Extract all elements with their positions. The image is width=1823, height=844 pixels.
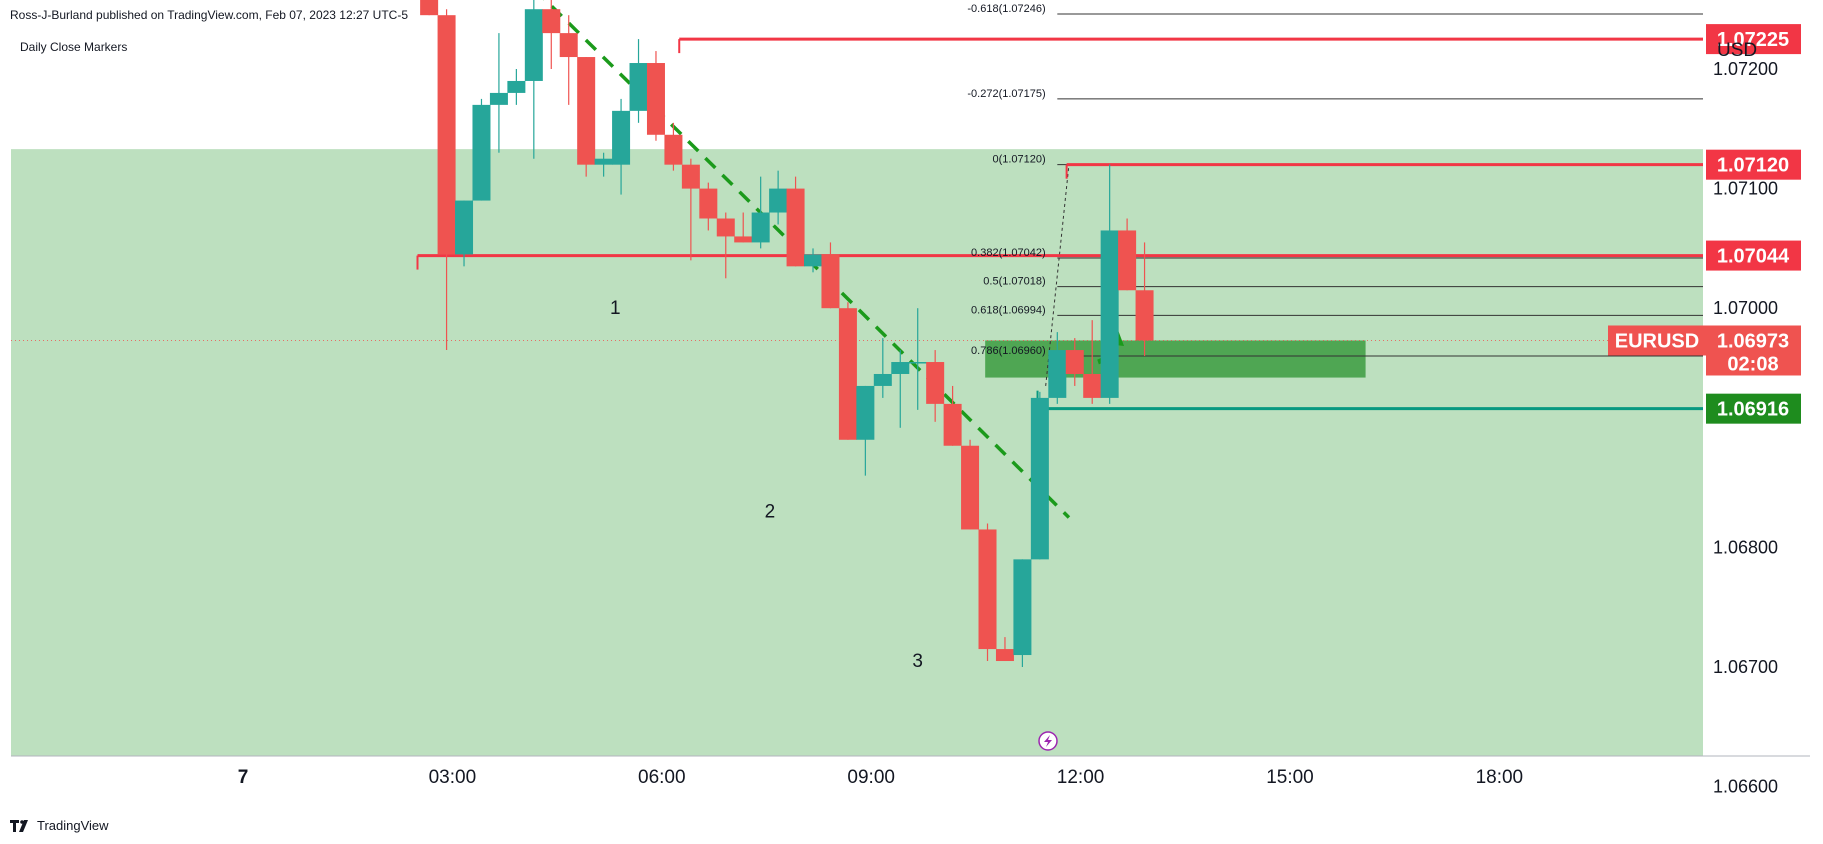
candle (804, 254, 823, 267)
candle (995, 649, 1014, 662)
candle (472, 104, 491, 201)
candle (926, 362, 945, 404)
candle (908, 362, 927, 364)
candle (873, 373, 892, 386)
price-tick-1: 1.06700 (1713, 657, 1778, 677)
current-price-tag-bg (1706, 325, 1801, 376)
fib-label-6: 0.786(1.06960) (971, 345, 1046, 357)
candle (821, 254, 840, 309)
candle (594, 158, 613, 165)
publisher-caption: Ross-J-Burland published on TradingView.… (10, 8, 408, 22)
indicator-label: Daily Close Markers (20, 40, 127, 54)
wave-label-0: 1 (610, 298, 621, 319)
fib-diagonal (1045, 164, 1070, 386)
candle (612, 110, 631, 165)
price-tick-2: 1.06800 (1713, 537, 1778, 557)
candle (978, 529, 997, 650)
fib-label-1: -0.272(1.07175) (967, 88, 1045, 100)
support-tag-bg (1706, 393, 1801, 424)
candle (1135, 290, 1154, 341)
time-tick-4: 12:00 (1057, 767, 1105, 788)
candle (646, 63, 665, 135)
resistance-tag-2-bg (1706, 149, 1801, 180)
price-tick-3: 1.07000 (1713, 298, 1778, 318)
price-chart[interactable]: -0.618(1.07246) -0.272(1.07175) 0(1.07120)… (0, 0, 1823, 812)
fib-label-5: 0.618(1.06994) (971, 304, 1046, 316)
fib-label-0: -0.618(1.07246) (967, 3, 1045, 15)
candle (524, 9, 543, 81)
price-tick-5: 1.07200 (1713, 59, 1778, 79)
candle (420, 0, 439, 16)
candle (1065, 350, 1084, 374)
candle (577, 57, 596, 165)
candle (559, 33, 578, 58)
resistance-tag-1-bg (1706, 24, 1801, 55)
candle (489, 92, 508, 105)
time-tick-2: 06:00 (638, 767, 686, 788)
tradingview-logo-icon (10, 819, 28, 832)
candle (838, 308, 857, 440)
time-tick-5: 15:00 (1266, 767, 1314, 788)
price-axis (1703, 30, 1810, 756)
candle (891, 362, 910, 374)
candle (455, 200, 474, 255)
shaded-zone (11, 149, 1703, 756)
candle (1083, 373, 1102, 398)
footer: TradingView (10, 818, 109, 833)
lightning-bolt (1044, 735, 1053, 747)
time-tick-1: 03:00 (429, 767, 477, 788)
time-tick-0: 7 (238, 767, 249, 788)
candle (769, 188, 788, 213)
candle (699, 188, 718, 219)
candle (1100, 230, 1119, 398)
current-price-tag-sub: 02:08 (1727, 353, 1778, 375)
candle (734, 236, 753, 243)
support-tag: 1.06916 (1717, 399, 1789, 421)
resistance-tag-3: 1.07044 (1717, 246, 1790, 268)
candle (681, 164, 700, 189)
wave-label-2: 3 (912, 651, 923, 672)
trendline (542, 0, 1071, 519)
candle (629, 63, 648, 111)
candle (961, 445, 980, 530)
time-tick-6: 18:00 (1476, 767, 1524, 788)
wave-label-1: 2 (765, 502, 776, 523)
candle (751, 212, 770, 243)
price-tick-4: 1.07100 (1713, 179, 1778, 199)
axes-layer: 1.06600 1.06700 1.06800 1.07000 1.07100 1.072… (11, 24, 1810, 797)
resistance-tag-1: 1.07225 (1717, 29, 1789, 51)
symbol-tag: EURUSD (1615, 330, 1699, 352)
candle (1013, 559, 1032, 656)
fib-label-4: 0.5(1.07018) (983, 276, 1045, 288)
fib-label-2: 0(1.07120) (992, 154, 1045, 166)
resistance-tag-2: 1.07120 (1717, 155, 1789, 177)
candle (507, 80, 526, 93)
candle (943, 403, 962, 446)
currency-label: USD (1717, 40, 1757, 61)
annotation-text-layer: -0.618(1.07246) -0.272(1.07175) 0(1.07120)… (610, 3, 1058, 751)
symbol-tag-bg (1608, 325, 1706, 356)
annotation-lines-layer (11, 0, 1703, 519)
candle (542, 9, 561, 34)
candle (664, 134, 683, 165)
candle (856, 385, 875, 440)
time-tick-3: 09:00 (847, 767, 895, 788)
candles-layer (420, 0, 1154, 667)
current-price-tag: 1.06973 (1717, 330, 1789, 352)
candle (1118, 230, 1137, 291)
candle (437, 15, 456, 255)
fib-label-3: 0.382(1.07042) (971, 247, 1046, 259)
candle (1030, 397, 1049, 560)
resistance-tag-3-bg (1706, 240, 1801, 271)
candle (786, 188, 805, 267)
price-tick-0: 1.06600 (1713, 777, 1778, 797)
candle (716, 218, 735, 237)
footer-brand: TradingView (37, 818, 109, 833)
candle (1048, 350, 1067, 398)
